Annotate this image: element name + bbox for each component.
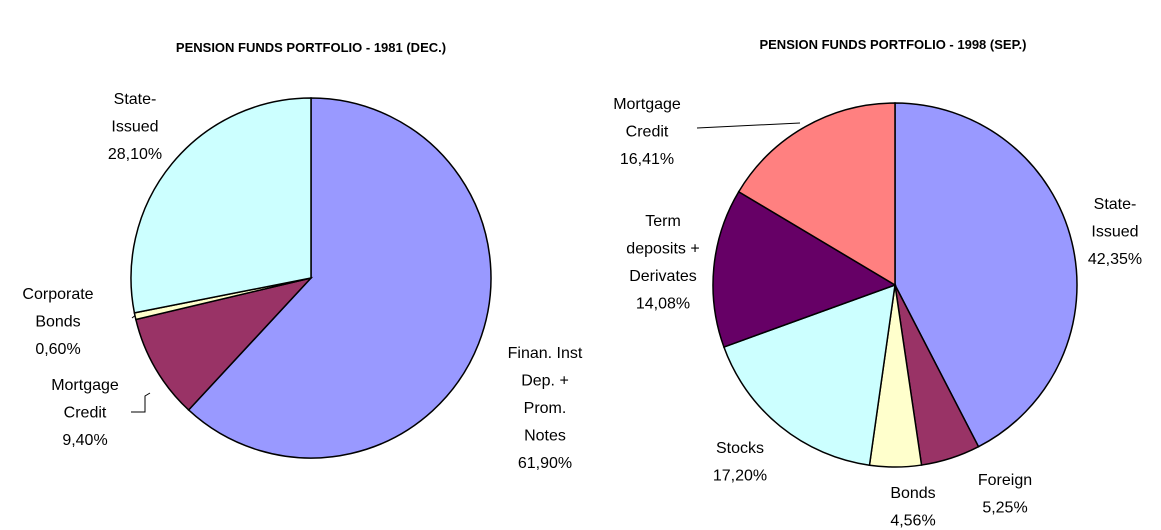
slice-value-label: 14,08% [636, 296, 690, 313]
slice-value-label: 5,25% [982, 500, 1027, 517]
chart-title: PENSION FUNDS PORTFOLIO - 1981 (DEC.) [176, 40, 446, 55]
slice-label: Term deposits + Derivates [626, 213, 699, 285]
pie-slice [894, 102, 1078, 448]
pie-slice [134, 276, 314, 412]
slice-value-label: 61,90% [518, 455, 572, 472]
pie-slice [187, 97, 492, 459]
slice-value-label: 17,20% [713, 468, 767, 485]
slice-value-label: 9,40% [62, 432, 107, 449]
pie-slice [712, 190, 897, 348]
slice-label: Corporate Bonds [22, 286, 93, 331]
leader-line [131, 392, 151, 413]
slice-label: Mortgage Credit [51, 377, 119, 422]
pie-slice [737, 102, 896, 287]
slice-label: State-Issued [1091, 196, 1138, 241]
pie-slice [130, 97, 312, 314]
leader-line [696, 122, 801, 129]
slice-label: Mortgage Credit [613, 96, 681, 141]
slice-value-label: 4,56% [890, 513, 935, 530]
slice-label: Finan. Inst Dep. + Prom. Notes [508, 345, 583, 445]
slice-label: Foreign [978, 472, 1032, 489]
slice-label: State-Issued [111, 91, 158, 136]
slice-value-label: 16,41% [620, 151, 674, 168]
slice-label: Bonds [890, 485, 935, 502]
slice-value-label: 0,60% [35, 341, 80, 358]
slice-value-label: 28,10% [108, 146, 162, 163]
slice-value-label: 42,35% [1088, 251, 1142, 268]
slice-label: Stocks [716, 440, 764, 457]
pie-slice [722, 283, 896, 467]
chart-title: PENSION FUNDS PORTFOLIO - 1998 (SEP.) [759, 37, 1026, 52]
